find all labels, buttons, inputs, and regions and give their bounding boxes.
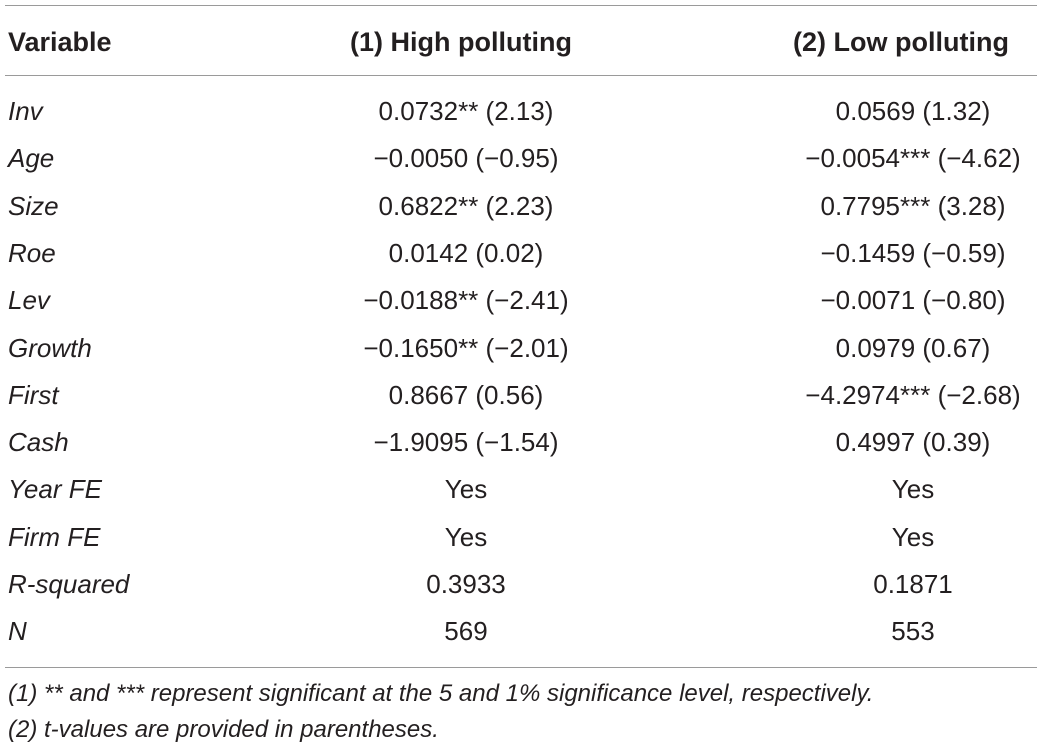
row-low-polluting-value: 0.7795*** (3.28) [820,190,1006,221]
row-variable: Growth [8,332,92,363]
row-variable: Inv [8,96,43,126]
row-low-polluting-value: −0.0054*** (−4.62) [805,143,1021,174]
row-high-polluting-value: Yes [444,474,488,505]
table-row: Firm FE Yes Yes [0,514,1042,561]
row-high-polluting-value: 0.0142 (0.02) [388,237,544,268]
table-row: Year FE Yes Yes [0,466,1042,513]
row-variable: Firm FE [8,521,101,552]
header-low-polluting: (2) Low polluting [793,27,1009,57]
row-low-polluting-value: 0.4997 (0.39) [835,427,991,458]
row-high-polluting-value: 0.8667 (0.56) [388,379,544,410]
row-high-polluting-value: 0.6822** (2.23) [378,190,554,221]
row-high-polluting-value: −1.9095 (−1.54) [373,427,559,458]
row-low-polluting-value: −4.2974*** (−2.68) [805,379,1021,410]
table-row: R-squared 0.3933 0.1871 [0,561,1042,608]
table-top-rule [5,5,1037,6]
table-header-rule [5,75,1037,76]
table-row: Size 0.6822** (2.23) 0.7795*** (3.28) [0,183,1042,230]
row-low-polluting-value: 0.0979 (0.67) [835,332,991,363]
table-row: Age −0.0050 (−0.95) −0.0054*** (−4.62) [0,135,1042,182]
row-variable: R-squared [8,569,130,599]
table-row: Lev −0.0188** (−2.41) −0.0071 (−0.80) [0,277,1042,324]
row-low-polluting-value: 0.0569 (1.32) [835,96,991,126]
row-low-polluting-value: 0.1871 [873,569,953,599]
header-high-polluting: (1) High polluting [350,27,572,57]
row-low-polluting-value: Yes [891,521,935,552]
table-row: First 0.8667 (0.56) −4.2974*** (−2.68) [0,372,1042,419]
row-variable: Roe [8,237,56,268]
row-variable: N [8,616,27,647]
row-low-polluting-value: −0.0071 (−0.80) [820,285,1006,316]
row-variable: Year FE [8,474,102,505]
table-row: Growth −0.1650** (−2.01) 0.0979 (0.67) [0,325,1042,372]
row-high-polluting-value: −0.0188** (−2.41) [363,285,569,316]
row-variable: First [8,379,59,410]
row-low-polluting-value: −0.1459 (−0.59) [820,237,1006,268]
row-high-polluting-value: 569 [444,616,488,647]
row-low-polluting-value: 553 [891,616,935,647]
row-variable: Lev [8,285,50,316]
table-row: Cash −1.9095 (−1.54) 0.4997 (0.39) [0,419,1042,466]
table-note-significance: (1) ** and *** represent significant at … [8,680,874,707]
table-row: Roe 0.0142 (0.02) −0.1459 (−0.59) [0,230,1042,277]
row-high-polluting-value: −0.0050 (−0.95) [373,143,559,174]
row-high-polluting-value: 0.0732** (2.13) [378,96,554,126]
row-high-polluting-value: 0.3933 [426,569,506,599]
row-high-polluting-value: Yes [444,521,488,552]
row-variable: Age [8,143,55,174]
row-variable: Size [8,190,59,221]
row-low-polluting-value: Yes [891,474,935,505]
row-variable: Cash [8,427,69,458]
table-note-tvalues: (2) t-values are provided in parentheses… [8,716,439,743]
table-row: N 569 553 [0,608,1042,655]
table-bottom-rule [5,667,1037,668]
row-high-polluting-value: −0.1650** (−2.01) [363,332,569,363]
header-variable: Variable [8,27,112,57]
table-row: Inv 0.0732** (2.13) 0.0569 (1.32) [0,88,1042,135]
